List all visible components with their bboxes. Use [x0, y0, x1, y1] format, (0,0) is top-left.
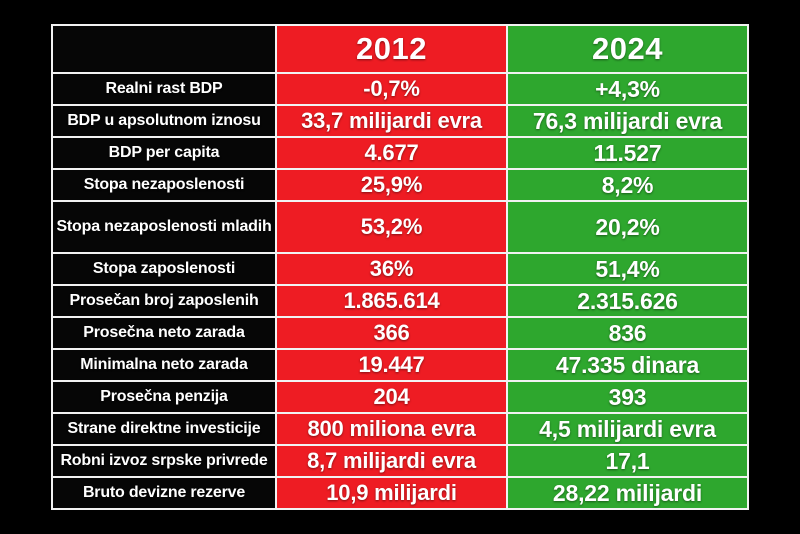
value-2024-cell: 20,2% [508, 202, 747, 252]
row-label: Realni rast BDP [53, 74, 275, 104]
corner-cell [53, 26, 275, 72]
value-2024-cell: 76,3 milijardi evra [508, 106, 747, 136]
row-label: Prosečna neto zarada [53, 318, 275, 348]
value-2012-cell: 8,7 milijardi evra [277, 446, 506, 476]
value-2012-cell: 19.447 [277, 350, 506, 380]
row-label: Minimalna neto zarada [53, 350, 275, 380]
value-2024-cell: 51,4% [508, 254, 747, 284]
year-2024-header: 2024 [508, 26, 747, 72]
row-label: BDP u apsolutnom iznosu [53, 106, 275, 136]
value-2024-cell: 47.335 dinara [508, 350, 747, 380]
value-2024-cell: 4,5 milijardi evra [508, 414, 747, 444]
value-2024-cell: 17,1 [508, 446, 747, 476]
value-2012-cell: 366 [277, 318, 506, 348]
value-2012-cell: 204 [277, 382, 506, 412]
value-2012-cell: 800 miliona evra [277, 414, 506, 444]
row-label: Strane direktne investicije [53, 414, 275, 444]
comparison-table: 2012 2024 Realni rast BDP -0,7% +4,3% BD… [51, 24, 749, 510]
row-label: Prosečna penzija [53, 382, 275, 412]
year-2012-header: 2012 [277, 26, 506, 72]
row-label: Robni izvoz srpske privrede [53, 446, 275, 476]
row-label: Stopa nezaposlenosti [53, 170, 275, 200]
row-label: Prosečan broj zaposlenih [53, 286, 275, 316]
row-label: Bruto devizne rezerve [53, 478, 275, 508]
value-2024-cell: 836 [508, 318, 747, 348]
value-2012-cell: 36% [277, 254, 506, 284]
value-2012-cell: 4.677 [277, 138, 506, 168]
value-2012-cell: 33,7 milijardi evra [277, 106, 506, 136]
value-2012-cell: -0,7% [277, 74, 506, 104]
value-2024-cell: +4,3% [508, 74, 747, 104]
value-2012-cell: 1.865.614 [277, 286, 506, 316]
value-2024-cell: 28,22 milijardi [508, 478, 747, 508]
value-2012-cell: 10,9 milijardi [277, 478, 506, 508]
value-2024-cell: 11.527 [508, 138, 747, 168]
value-2012-cell: 53,2% [277, 202, 506, 252]
row-label: Stopa zaposlenosti [53, 254, 275, 284]
value-2012-cell: 25,9% [277, 170, 506, 200]
value-2024-cell: 8,2% [508, 170, 747, 200]
row-label: Stopa nezaposlenosti mladih [53, 202, 275, 252]
value-2024-cell: 2.315.626 [508, 286, 747, 316]
value-2024-cell: 393 [508, 382, 747, 412]
row-label: BDP per capita [53, 138, 275, 168]
